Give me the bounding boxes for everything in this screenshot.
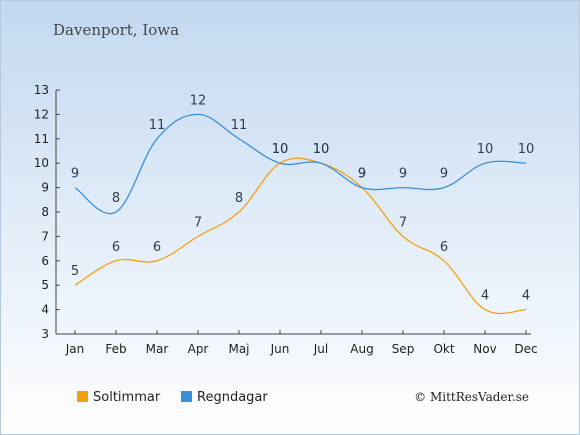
- x-tick-label: Nov: [473, 342, 496, 356]
- y-tick-label: 13: [34, 83, 49, 97]
- legend-label-soltimmar: Soltimmar: [93, 390, 161, 405]
- data-label-soltimmar: 7: [399, 215, 407, 230]
- chart-title: Davenport, Iowa: [53, 21, 180, 39]
- y-tick-label: 10: [34, 156, 49, 170]
- data-label-soltimmar: 5: [71, 264, 79, 279]
- data-label-regndagar: 9: [399, 167, 407, 182]
- data-label-soltimmar: 6: [112, 240, 120, 255]
- data-label-soltimmar: 4: [481, 289, 489, 304]
- data-label-regndagar: 10: [518, 142, 535, 157]
- y-tick-label: 5: [41, 278, 49, 292]
- legend-item-regndagar: Regndagar: [181, 390, 268, 405]
- x-tick-label: Jun: [270, 342, 290, 356]
- data-label-soltimmar: 4: [522, 289, 530, 304]
- data-label-regndagar: 9: [358, 167, 366, 182]
- data-label-regndagar: 8: [112, 191, 120, 206]
- data-label-soltimmar: 7: [194, 215, 202, 230]
- data-label-soltimmar: 8: [235, 191, 243, 206]
- x-tick-label: Mar: [146, 342, 169, 356]
- x-tick-label: Dec: [514, 342, 537, 356]
- credit-text: © MittResVader.se: [414, 390, 529, 404]
- data-label-soltimmar: 9: [358, 167, 366, 182]
- y-tick-label: 6: [41, 254, 49, 268]
- y-tick-label: 11: [34, 132, 49, 146]
- x-tick-label: Maj: [228, 342, 249, 356]
- data-label-regndagar: 11: [231, 118, 248, 133]
- x-tick-label: Jul: [313, 342, 328, 356]
- data-label-soltimmar: 6: [153, 240, 161, 255]
- x-tick-label: Apr: [188, 342, 209, 356]
- data-label-regndagar: 12: [190, 93, 207, 108]
- y-tick-label: 7: [41, 229, 49, 243]
- legend-label-regndagar: Regndagar: [197, 390, 268, 405]
- y-tick-label: 3: [41, 327, 49, 341]
- x-tick-label: Sep: [392, 342, 415, 356]
- data-label-soltimmar: 10: [272, 142, 289, 157]
- legend-swatch-regndagar: [181, 391, 192, 402]
- data-label-regndagar: 10: [272, 142, 289, 157]
- x-tick-label: Okt: [433, 342, 454, 356]
- data-label-soltimmar: 6: [440, 240, 448, 255]
- data-label-regndagar: 10: [313, 142, 330, 157]
- x-tick-label: Jan: [65, 342, 85, 356]
- legend-swatch-soltimmar: [77, 391, 88, 402]
- x-tick-label: Aug: [350, 342, 373, 356]
- data-label-regndagar: 11: [149, 118, 166, 133]
- y-tick-label: 4: [41, 303, 49, 317]
- series-line-soltimmar: [74, 157, 527, 315]
- y-tick-label: 9: [41, 181, 49, 195]
- legend-item-soltimmar: Soltimmar: [77, 390, 160, 405]
- x-tick-label: Feb: [105, 342, 126, 356]
- data-label-soltimmar: 10: [313, 142, 330, 157]
- series-line-regndagar: [74, 113, 527, 215]
- y-tick-label: 8: [41, 205, 49, 219]
- y-tick-label: 12: [34, 107, 49, 121]
- data-label-regndagar: 9: [440, 167, 448, 182]
- data-label-regndagar: 9: [71, 167, 79, 182]
- data-label-regndagar: 10: [477, 142, 494, 157]
